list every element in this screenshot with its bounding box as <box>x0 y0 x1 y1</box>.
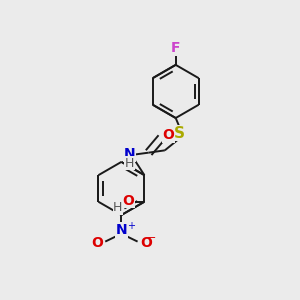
Text: N: N <box>116 223 127 237</box>
Text: O: O <box>162 128 174 142</box>
Text: H: H <box>125 157 134 169</box>
Text: O: O <box>140 236 152 250</box>
Text: H: H <box>113 201 122 214</box>
Text: N: N <box>124 147 135 161</box>
Text: S: S <box>174 125 185 140</box>
Text: O: O <box>122 194 134 208</box>
Text: F: F <box>171 41 180 55</box>
Text: −: − <box>147 233 157 243</box>
Text: +: + <box>127 221 135 231</box>
Text: O: O <box>91 236 103 250</box>
